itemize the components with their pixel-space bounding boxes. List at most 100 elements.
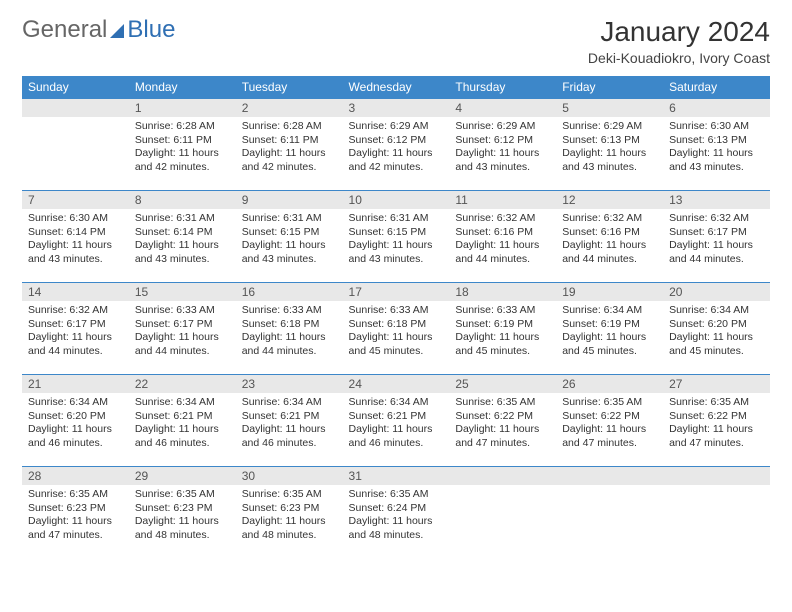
sunset-line: Sunset: 6:20 PM bbox=[669, 318, 764, 332]
calendar-cell: 5Sunrise: 6:29 AMSunset: 6:13 PMDaylight… bbox=[556, 99, 663, 191]
sunset-line: Sunset: 6:18 PM bbox=[242, 318, 337, 332]
day-body: Sunrise: 6:35 AMSunset: 6:22 PMDaylight:… bbox=[556, 393, 663, 455]
calendar-cell: 13Sunrise: 6:32 AMSunset: 6:17 PMDayligh… bbox=[663, 191, 770, 283]
day-body: Sunrise: 6:35 AMSunset: 6:23 PMDaylight:… bbox=[22, 485, 129, 547]
day-number-empty bbox=[449, 467, 556, 485]
daylight-line: Daylight: 11 hours and 43 minutes. bbox=[455, 147, 550, 174]
sunset-line: Sunset: 6:15 PM bbox=[349, 226, 444, 240]
day-body: Sunrise: 6:31 AMSunset: 6:15 PMDaylight:… bbox=[236, 209, 343, 271]
daylight-line: Daylight: 11 hours and 42 minutes. bbox=[349, 147, 444, 174]
daylight-line: Daylight: 11 hours and 43 minutes. bbox=[135, 239, 230, 266]
location-subtitle: Deki-Kouadiokro, Ivory Coast bbox=[588, 50, 770, 66]
sunrise-line: Sunrise: 6:31 AM bbox=[242, 212, 337, 226]
day-body: Sunrise: 6:34 AMSunset: 6:19 PMDaylight:… bbox=[556, 301, 663, 363]
calendar-cell: 23Sunrise: 6:34 AMSunset: 6:21 PMDayligh… bbox=[236, 375, 343, 467]
sunrise-line: Sunrise: 6:33 AM bbox=[349, 304, 444, 318]
daylight-line: Daylight: 11 hours and 43 minutes. bbox=[562, 147, 657, 174]
calendar-cell bbox=[22, 99, 129, 191]
sunrise-line: Sunrise: 6:35 AM bbox=[455, 396, 550, 410]
sunset-line: Sunset: 6:14 PM bbox=[135, 226, 230, 240]
day-number: 6 bbox=[663, 99, 770, 117]
day-body: Sunrise: 6:30 AMSunset: 6:13 PMDaylight:… bbox=[663, 117, 770, 179]
sunrise-line: Sunrise: 6:32 AM bbox=[669, 212, 764, 226]
sunrise-line: Sunrise: 6:29 AM bbox=[455, 120, 550, 134]
sunrise-line: Sunrise: 6:35 AM bbox=[135, 488, 230, 502]
calendar-cell: 9Sunrise: 6:31 AMSunset: 6:15 PMDaylight… bbox=[236, 191, 343, 283]
page-header: General Blue January 2024 Deki-Kouadiokr… bbox=[22, 16, 770, 66]
day-body: Sunrise: 6:30 AMSunset: 6:14 PMDaylight:… bbox=[22, 209, 129, 271]
day-number: 18 bbox=[449, 283, 556, 301]
sunset-line: Sunset: 6:19 PM bbox=[455, 318, 550, 332]
sunset-line: Sunset: 6:16 PM bbox=[455, 226, 550, 240]
daylight-line: Daylight: 11 hours and 47 minutes. bbox=[455, 423, 550, 450]
sunrise-line: Sunrise: 6:33 AM bbox=[242, 304, 337, 318]
calendar-cell: 28Sunrise: 6:35 AMSunset: 6:23 PMDayligh… bbox=[22, 467, 129, 559]
sunrise-line: Sunrise: 6:35 AM bbox=[669, 396, 764, 410]
day-number: 4 bbox=[449, 99, 556, 117]
daylight-line: Daylight: 11 hours and 48 minutes. bbox=[349, 515, 444, 542]
day-number: 11 bbox=[449, 191, 556, 209]
day-body: Sunrise: 6:34 AMSunset: 6:20 PMDaylight:… bbox=[22, 393, 129, 455]
day-body: Sunrise: 6:32 AMSunset: 6:16 PMDaylight:… bbox=[449, 209, 556, 271]
day-body: Sunrise: 6:32 AMSunset: 6:17 PMDaylight:… bbox=[663, 209, 770, 271]
daylight-line: Daylight: 11 hours and 42 minutes. bbox=[242, 147, 337, 174]
day-body: Sunrise: 6:35 AMSunset: 6:22 PMDaylight:… bbox=[663, 393, 770, 455]
day-number: 3 bbox=[343, 99, 450, 117]
calendar-cell: 25Sunrise: 6:35 AMSunset: 6:22 PMDayligh… bbox=[449, 375, 556, 467]
weekday-header: Friday bbox=[556, 76, 663, 99]
sunset-line: Sunset: 6:13 PM bbox=[562, 134, 657, 148]
day-body: Sunrise: 6:35 AMSunset: 6:22 PMDaylight:… bbox=[449, 393, 556, 455]
calendar-cell: 7Sunrise: 6:30 AMSunset: 6:14 PMDaylight… bbox=[22, 191, 129, 283]
sunrise-line: Sunrise: 6:29 AM bbox=[349, 120, 444, 134]
calendar-body: 1Sunrise: 6:28 AMSunset: 6:11 PMDaylight… bbox=[22, 99, 770, 559]
sunset-line: Sunset: 6:22 PM bbox=[455, 410, 550, 424]
sunrise-line: Sunrise: 6:32 AM bbox=[28, 304, 123, 318]
sunrise-line: Sunrise: 6:33 AM bbox=[455, 304, 550, 318]
sunset-line: Sunset: 6:11 PM bbox=[135, 134, 230, 148]
sunrise-line: Sunrise: 6:28 AM bbox=[135, 120, 230, 134]
day-number-empty bbox=[663, 467, 770, 485]
calendar-cell: 12Sunrise: 6:32 AMSunset: 6:16 PMDayligh… bbox=[556, 191, 663, 283]
sunset-line: Sunset: 6:22 PM bbox=[562, 410, 657, 424]
sunrise-line: Sunrise: 6:35 AM bbox=[242, 488, 337, 502]
day-number: 21 bbox=[22, 375, 129, 393]
calendar-cell: 14Sunrise: 6:32 AMSunset: 6:17 PMDayligh… bbox=[22, 283, 129, 375]
title-block: January 2024 Deki-Kouadiokro, Ivory Coas… bbox=[588, 16, 770, 66]
day-number: 29 bbox=[129, 467, 236, 485]
day-number: 25 bbox=[449, 375, 556, 393]
calendar-cell: 26Sunrise: 6:35 AMSunset: 6:22 PMDayligh… bbox=[556, 375, 663, 467]
day-body: Sunrise: 6:31 AMSunset: 6:15 PMDaylight:… bbox=[343, 209, 450, 271]
sunrise-line: Sunrise: 6:34 AM bbox=[669, 304, 764, 318]
daylight-line: Daylight: 11 hours and 45 minutes. bbox=[349, 331, 444, 358]
sunset-line: Sunset: 6:17 PM bbox=[28, 318, 123, 332]
day-body: Sunrise: 6:29 AMSunset: 6:12 PMDaylight:… bbox=[449, 117, 556, 179]
sunset-line: Sunset: 6:13 PM bbox=[669, 134, 764, 148]
brand-blue: Blue bbox=[127, 16, 175, 44]
day-number: 16 bbox=[236, 283, 343, 301]
calendar-cell bbox=[556, 467, 663, 559]
sunset-line: Sunset: 6:16 PM bbox=[562, 226, 657, 240]
sunrise-line: Sunrise: 6:35 AM bbox=[562, 396, 657, 410]
day-number: 13 bbox=[663, 191, 770, 209]
daylight-line: Daylight: 11 hours and 42 minutes. bbox=[135, 147, 230, 174]
daylight-line: Daylight: 11 hours and 43 minutes. bbox=[349, 239, 444, 266]
day-body: Sunrise: 6:28 AMSunset: 6:11 PMDaylight:… bbox=[236, 117, 343, 179]
weekday-header: Wednesday bbox=[343, 76, 450, 99]
sunset-line: Sunset: 6:21 PM bbox=[135, 410, 230, 424]
day-body: Sunrise: 6:35 AMSunset: 6:23 PMDaylight:… bbox=[236, 485, 343, 547]
day-number: 23 bbox=[236, 375, 343, 393]
day-body: Sunrise: 6:33 AMSunset: 6:17 PMDaylight:… bbox=[129, 301, 236, 363]
sunrise-line: Sunrise: 6:34 AM bbox=[135, 396, 230, 410]
sunrise-line: Sunrise: 6:34 AM bbox=[562, 304, 657, 318]
sunrise-line: Sunrise: 6:32 AM bbox=[562, 212, 657, 226]
calendar-cell: 21Sunrise: 6:34 AMSunset: 6:20 PMDayligh… bbox=[22, 375, 129, 467]
day-number: 19 bbox=[556, 283, 663, 301]
calendar-header-row: SundayMondayTuesdayWednesdayThursdayFrid… bbox=[22, 76, 770, 99]
calendar-cell: 19Sunrise: 6:34 AMSunset: 6:19 PMDayligh… bbox=[556, 283, 663, 375]
day-number: 31 bbox=[343, 467, 450, 485]
calendar-cell: 27Sunrise: 6:35 AMSunset: 6:22 PMDayligh… bbox=[663, 375, 770, 467]
daylight-line: Daylight: 11 hours and 46 minutes. bbox=[135, 423, 230, 450]
daylight-line: Daylight: 11 hours and 44 minutes. bbox=[135, 331, 230, 358]
sunset-line: Sunset: 6:21 PM bbox=[349, 410, 444, 424]
daylight-line: Daylight: 11 hours and 46 minutes. bbox=[242, 423, 337, 450]
